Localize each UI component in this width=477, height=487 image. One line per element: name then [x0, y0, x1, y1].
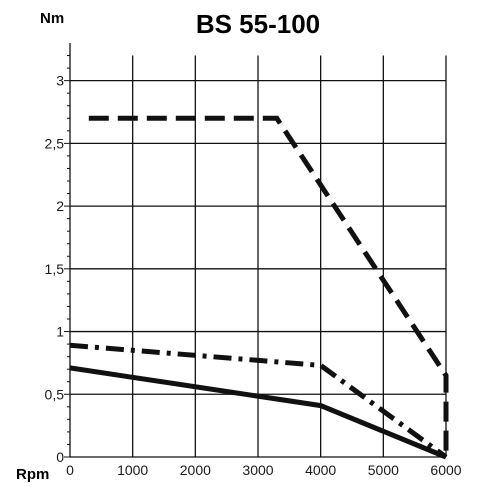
x-tick-label: 3000 [242, 462, 273, 478]
y-tick-label: 1,5 [45, 261, 65, 277]
x-tick-label: 1000 [117, 462, 148, 478]
series-line-dash-dot [69, 342, 448, 460]
y-tick-label: 2,5 [45, 135, 65, 151]
y-tick-label: 0 [56, 449, 64, 465]
x-tick-label: 6000 [430, 462, 461, 478]
x-axis-unit: Rpm [16, 466, 49, 483]
y-tick-label: 2 [56, 198, 64, 214]
chart-grid [69, 43, 447, 458]
y-tick-label: 0,5 [45, 386, 65, 402]
chart-series [69, 115, 449, 460]
x-tick-label: 2000 [180, 462, 211, 478]
x-tick-label: 4000 [305, 462, 336, 478]
x-tick-label: 5000 [368, 462, 399, 478]
series-line-solid [69, 365, 447, 460]
x-tick-label: 0 [66, 462, 74, 478]
y-axis-ticks: 0 0,5 1 1,5 2 2,5 3 [45, 73, 65, 465]
y-tick-label: 3 [56, 73, 64, 89]
chart-title: BS 55-100 [196, 9, 320, 39]
x-axis-ticks: 0 1000 2000 3000 4000 5000 6000 [66, 462, 462, 478]
y-axis-unit: Nm [40, 10, 64, 27]
y-tick-label: 1 [56, 324, 64, 340]
y-minor-ticks [64, 55, 70, 458]
series-line-dashed [88, 115, 449, 457]
